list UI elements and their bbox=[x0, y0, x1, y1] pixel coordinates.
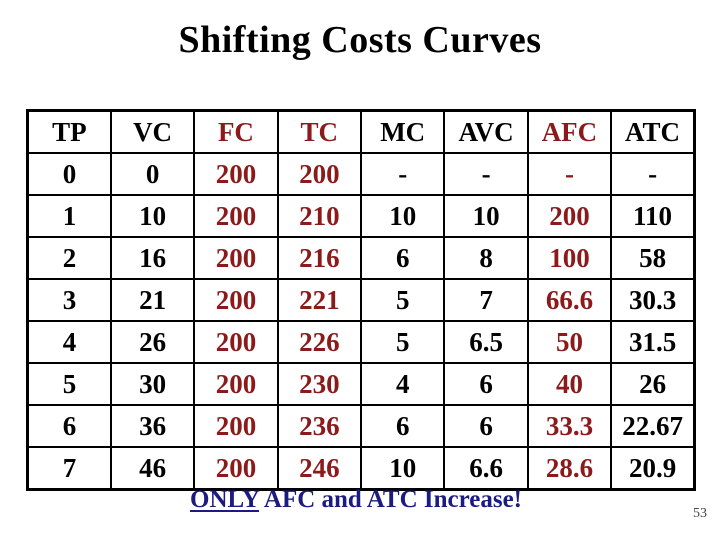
costs-table: TP VC FC TC MC AVC AFC ATC 0 0 200 200- - - -1 10 200 21… bbox=[26, 109, 696, 491]
table-row: 2 16 200 216 6 8 100 58 bbox=[26, 236, 696, 280]
table-cell: 10 bbox=[359, 446, 446, 491]
table-cell: 200 bbox=[193, 404, 279, 448]
table-cell: 36 bbox=[109, 404, 196, 448]
table-cell: 236 bbox=[276, 404, 363, 448]
table-cell: 4 bbox=[359, 362, 446, 406]
table-cell: 216 bbox=[276, 236, 363, 280]
table-cell: 31.5 bbox=[610, 320, 696, 364]
table-cell: 200 bbox=[276, 152, 363, 196]
slide-title: Shifting Costs Curves bbox=[178, 19, 542, 61]
table-cell: 5 bbox=[359, 320, 446, 364]
table-cell: 20.9 bbox=[610, 446, 696, 491]
table-cell: 66.6 bbox=[526, 278, 613, 322]
table-cell: 6 bbox=[359, 404, 446, 448]
caption-rest: AFC and ATC Increase! bbox=[259, 486, 522, 513]
table-row: 0 0 200 200- - - - bbox=[26, 152, 696, 196]
table-cell: 200 bbox=[526, 194, 613, 238]
table-cell: 40 bbox=[526, 362, 613, 406]
table-cell: 221 bbox=[276, 278, 363, 322]
table-cell: 0 bbox=[109, 152, 196, 196]
table-cell: 7 bbox=[443, 278, 529, 322]
table-cell: 210 bbox=[276, 194, 363, 238]
table-cell: 230 bbox=[276, 362, 363, 406]
table-cell: 3 bbox=[26, 278, 112, 322]
table-cell: 26 bbox=[610, 362, 696, 406]
table-cell: 8 bbox=[443, 236, 529, 280]
table-cell: - bbox=[359, 152, 446, 196]
table-header-row: TP VC FC TC MC AVC AFC ATC bbox=[26, 109, 696, 154]
table-cell: 6.5 bbox=[443, 320, 529, 364]
table-cell: 6 bbox=[443, 404, 529, 448]
table-cell: 5 bbox=[359, 278, 446, 322]
table-cell: 30.3 bbox=[610, 278, 696, 322]
table-cell: 2 bbox=[26, 236, 112, 280]
page-number: 53 bbox=[693, 506, 707, 521]
table-cell: - bbox=[443, 152, 529, 196]
table-cell: 46 bbox=[109, 446, 196, 491]
table-cell: 226 bbox=[276, 320, 363, 364]
table-cell: 110 bbox=[610, 194, 696, 238]
column-header-atc: ATC bbox=[610, 109, 696, 154]
table-body: 0 0 200 200- - - -1 10 200 210 10 10 200 110 2 16 200 216… bbox=[26, 152, 696, 491]
table-cell: 50 bbox=[526, 320, 613, 364]
table-cell: 21 bbox=[109, 278, 196, 322]
table-cell: 10 bbox=[109, 194, 196, 238]
table-cell: 4 bbox=[26, 320, 112, 364]
table-cell: 200 bbox=[193, 446, 279, 491]
table-cell: 5 bbox=[26, 362, 112, 406]
column-header-afc: AFC bbox=[526, 109, 613, 154]
table-cell: 200 bbox=[193, 236, 279, 280]
table-cell: 100 bbox=[526, 236, 613, 280]
column-header-tc: TC bbox=[276, 109, 363, 154]
table-row: 3 21 200 221 5 7 66.6 30.3 bbox=[26, 278, 696, 322]
caption-emphasis: ONLY bbox=[190, 486, 260, 513]
table-cell: - bbox=[526, 152, 613, 196]
table-cell: 28.6 bbox=[526, 446, 613, 491]
table-cell: 6.6 bbox=[443, 446, 529, 491]
table-cell: 200 bbox=[193, 320, 279, 364]
caption: ONLY AFC and ATC Increase! bbox=[0, 486, 712, 514]
table-row: 6 36 200 236 6 6 33.3 22.67 bbox=[26, 404, 696, 448]
table-row: 7 46 200 246 10 6.6 28.6 20.9 bbox=[26, 446, 696, 491]
table-cell: 58 bbox=[610, 236, 696, 280]
table-cell: 200 bbox=[193, 278, 279, 322]
table-cell: 6 bbox=[443, 362, 529, 406]
table-cell: 33.3 bbox=[526, 404, 613, 448]
table-cell: - bbox=[610, 152, 696, 196]
table-cell: 22.67 bbox=[610, 404, 696, 448]
column-header-tp: TP bbox=[26, 109, 112, 154]
table-cell: 200 bbox=[193, 152, 279, 196]
table-cell: 6 bbox=[359, 236, 446, 280]
table-cell: 26 bbox=[109, 320, 196, 364]
table-cell: 7 bbox=[26, 446, 112, 491]
table-cell: 10 bbox=[443, 194, 529, 238]
table-cell: 200 bbox=[193, 362, 279, 406]
table-cell: 10 bbox=[359, 194, 446, 238]
table-cell: 16 bbox=[109, 236, 196, 280]
table-row: 4 26 200 226 5 6.5 50 31.5 bbox=[26, 320, 696, 364]
table-row: 1 10 200 210 10 10 200 110 bbox=[26, 194, 696, 238]
column-header-vc: VC bbox=[109, 109, 196, 154]
table-cell: 246 bbox=[276, 446, 363, 491]
column-header-mc: MC bbox=[359, 109, 446, 154]
table-cell: 6 bbox=[26, 404, 112, 448]
table-cell: 30 bbox=[109, 362, 196, 406]
table-cell: 200 bbox=[193, 194, 279, 238]
table-cell: 0 bbox=[26, 152, 112, 196]
table-row: 5 30 200 230 4 6 40 26 bbox=[26, 362, 696, 406]
column-header-avc: AVC bbox=[443, 109, 529, 154]
table-cell: 1 bbox=[26, 194, 112, 238]
column-header-fc: FC bbox=[193, 109, 279, 154]
